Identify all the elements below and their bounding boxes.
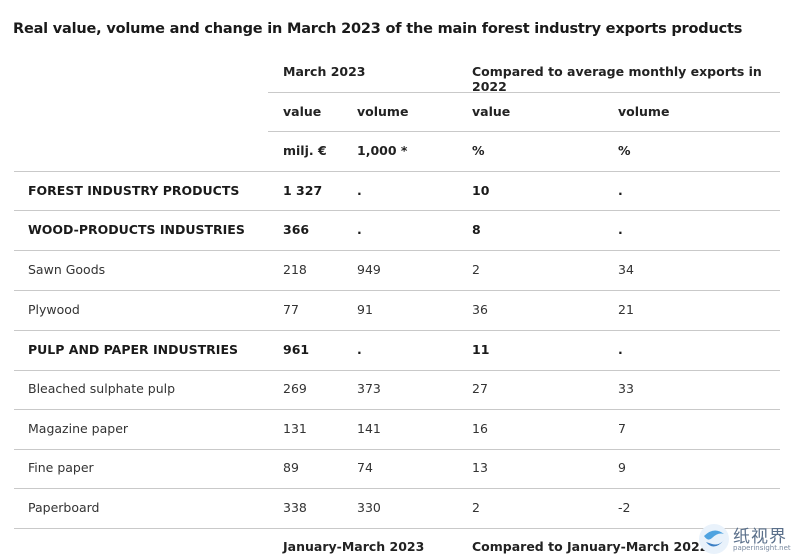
table-row: Fine paper 89 74 13 9 — [0, 448, 797, 488]
row-volume-pct: -2 — [618, 500, 631, 515]
table-divider — [14, 210, 780, 211]
row-value-pct: 11 — [472, 342, 490, 357]
unit-volume: 1,000 * — [357, 143, 408, 158]
col-header-volume-pct: volume — [618, 104, 670, 119]
header-group-compared-2022: Compared to average monthly exports in 2… — [472, 64, 762, 94]
table-row: Plywood 77 91 36 21 — [0, 290, 797, 330]
col-header-value: value — [283, 104, 322, 119]
row-value: 961 — [283, 342, 310, 357]
row-volume: 74 — [357, 460, 373, 475]
row-value-pct: 2 — [472, 262, 480, 277]
header-divider — [268, 131, 780, 132]
row-volume: . — [357, 183, 362, 198]
row-volume: 141 — [357, 421, 381, 436]
row-volume: . — [357, 222, 362, 237]
watermark-url: paperinsight.net — [733, 544, 791, 552]
table-row: WOOD-PRODUCTS INDUSTRIES 366 . 8 . — [0, 210, 797, 250]
row-label: Fine paper — [28, 460, 94, 475]
row-label: Sawn Goods — [28, 262, 106, 277]
watermark-brand: 纸视界 — [733, 527, 787, 547]
row-value-pct: 13 — [472, 460, 488, 475]
row-volume: 949 — [357, 262, 381, 277]
table-divider — [14, 409, 780, 410]
row-value-pct: 27 — [472, 381, 488, 396]
row-value: 269 — [283, 381, 307, 396]
footer-group-compared-2022: Compared to January-March 2022 — [472, 539, 709, 554]
row-label: Plywood — [28, 302, 80, 317]
row-value-pct: 2 — [472, 500, 480, 515]
unit-value: milj. € — [283, 143, 327, 158]
row-volume-pct: . — [618, 222, 623, 237]
row-volume: 91 — [357, 302, 373, 317]
table-divider — [14, 488, 780, 489]
table-row: PULP AND PAPER INDUSTRIES 961 . 11 . — [0, 330, 797, 370]
row-label: Bleached sulphate pulp — [28, 381, 176, 396]
row-label: Magazine paper — [28, 421, 129, 436]
table-divider — [14, 330, 780, 331]
table-divider — [14, 370, 780, 371]
row-value: 338 — [283, 500, 307, 515]
row-value-pct: 10 — [472, 183, 490, 198]
table-row: Bleached sulphate pulp 269 373 27 33 — [0, 369, 797, 409]
unit-value-pct: % — [472, 143, 485, 158]
row-volume-pct: 34 — [618, 262, 634, 277]
col-header-volume: volume — [357, 104, 409, 119]
row-value-pct: 36 — [472, 302, 488, 317]
table-row: Magazine paper 131 141 16 7 — [0, 409, 797, 449]
row-value-pct: 16 — [472, 421, 488, 436]
row-volume-pct: 9 — [618, 460, 626, 475]
row-volume-pct: . — [618, 342, 623, 357]
unit-volume-pct: % — [618, 143, 631, 158]
watermark-logo: 纸视界 paperinsight.net — [697, 522, 795, 558]
row-value-pct: 8 — [472, 222, 481, 237]
row-volume: 373 — [357, 381, 381, 396]
paperinsight-logo-icon — [699, 524, 729, 554]
row-label: WOOD-PRODUCTS INDUSTRIES — [28, 222, 245, 237]
row-volume-pct: 7 — [618, 421, 626, 436]
row-value: 131 — [283, 421, 307, 436]
table-divider — [14, 449, 780, 450]
table-divider — [14, 250, 780, 251]
row-label: PULP AND PAPER INDUSTRIES — [28, 342, 239, 357]
table-row: FOREST INDUSTRY PRODUCTS 1 327 . 10 . — [0, 171, 797, 211]
row-value: 218 — [283, 262, 307, 277]
row-value: 77 — [283, 302, 299, 317]
header-group-march-2023: March 2023 — [283, 64, 366, 79]
row-volume-pct: 21 — [618, 302, 634, 317]
footer-group-jan-march-2023: January-March 2023 — [283, 539, 425, 554]
row-label: FOREST INDUSTRY PRODUCTS — [28, 183, 240, 198]
table-row: Paperboard 338 330 2 -2 — [0, 488, 797, 528]
table-divider — [14, 528, 780, 529]
row-volume: . — [357, 342, 362, 357]
row-label: Paperboard — [28, 500, 100, 515]
table-title: Real value, volume and change in March 2… — [13, 21, 743, 37]
table-row: Sawn Goods 218 949 2 34 — [0, 250, 797, 290]
row-volume: 330 — [357, 500, 381, 515]
row-volume-pct: 33 — [618, 381, 634, 396]
row-value: 1 327 — [283, 183, 323, 198]
row-value: 366 — [283, 222, 310, 237]
row-value: 89 — [283, 460, 299, 475]
header-divider — [268, 92, 780, 93]
row-volume-pct: . — [618, 183, 623, 198]
table-divider — [14, 171, 780, 172]
table-divider — [14, 290, 780, 291]
col-header-value-pct: value — [472, 104, 511, 119]
